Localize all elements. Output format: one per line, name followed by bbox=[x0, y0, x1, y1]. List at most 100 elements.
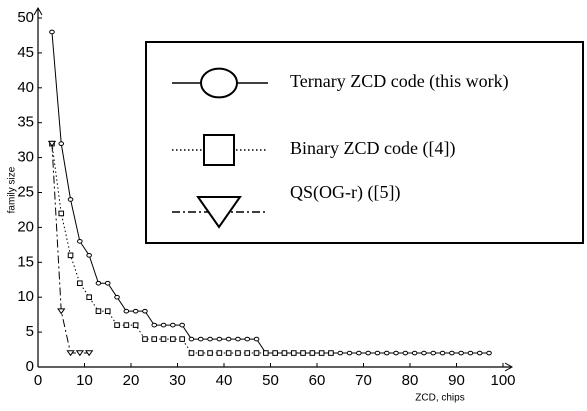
square-marker bbox=[272, 350, 278, 356]
triangle-marker bbox=[196, 196, 242, 229]
circle-marker bbox=[458, 350, 464, 356]
y-tick-label: 5 bbox=[26, 323, 34, 340]
circle-marker bbox=[160, 322, 167, 328]
circle-marker bbox=[170, 322, 176, 328]
circle-marker bbox=[225, 336, 232, 342]
y-tick-label: 30 bbox=[17, 149, 34, 166]
x-tick-label: 30 bbox=[169, 372, 186, 389]
square-marker bbox=[263, 350, 269, 356]
x-tick-label: 40 bbox=[216, 372, 233, 389]
y-tick-label: 20 bbox=[17, 218, 34, 235]
circle-marker bbox=[188, 336, 195, 342]
square-marker bbox=[290, 350, 297, 356]
y-tick-label: 0 bbox=[26, 358, 34, 375]
triangle-marker bbox=[84, 350, 94, 357]
y-axis-arrow bbox=[33, 6, 43, 16]
circle-marker bbox=[86, 252, 92, 258]
circle-marker bbox=[49, 29, 55, 35]
circle-marker bbox=[476, 350, 483, 356]
circle-marker bbox=[337, 350, 344, 356]
x-tick-label: 100 bbox=[490, 372, 515, 389]
y-tick-label: 15 bbox=[17, 253, 34, 270]
circle-marker bbox=[123, 308, 130, 314]
circle-marker bbox=[346, 350, 353, 356]
square-marker bbox=[188, 350, 195, 356]
square-marker bbox=[123, 322, 130, 328]
square-marker bbox=[104, 308, 111, 314]
circle-marker bbox=[356, 350, 362, 356]
x-tick-label: 10 bbox=[76, 372, 93, 389]
circle-marker bbox=[216, 336, 223, 342]
circle-marker bbox=[200, 67, 238, 99]
x-tick-label: 0 bbox=[34, 372, 42, 389]
square-marker bbox=[309, 350, 316, 356]
circle-marker bbox=[467, 350, 474, 356]
x-tick-label: 50 bbox=[262, 372, 279, 389]
circle-marker bbox=[235, 336, 241, 342]
circle-marker bbox=[244, 336, 251, 342]
y-tick-label: 45 bbox=[17, 44, 34, 61]
circle-marker bbox=[439, 350, 446, 356]
circle-marker bbox=[114, 294, 120, 300]
square-marker bbox=[244, 350, 251, 356]
circle-marker bbox=[393, 350, 399, 356]
circle-marker bbox=[207, 336, 213, 342]
legend-label: Ternary ZCD code (this work) bbox=[290, 71, 509, 92]
square-marker bbox=[203, 134, 235, 166]
circle-marker bbox=[77, 239, 83, 244]
x-tick-label: 60 bbox=[309, 372, 326, 389]
circle-marker bbox=[179, 322, 185, 328]
y-tick-label: 25 bbox=[17, 183, 34, 200]
circle-marker bbox=[253, 336, 260, 342]
square-marker bbox=[216, 350, 223, 356]
circle-marker bbox=[383, 350, 390, 356]
y-tick-label: 50 bbox=[17, 9, 34, 26]
square-marker bbox=[170, 336, 176, 342]
square-marker bbox=[142, 336, 148, 342]
square-marker bbox=[86, 294, 92, 300]
square-marker bbox=[318, 350, 325, 356]
series-line bbox=[51, 143, 90, 354]
x-tick-label: 90 bbox=[448, 372, 465, 389]
square-marker bbox=[328, 350, 334, 356]
square-marker bbox=[95, 308, 102, 314]
legend-label: QS(OG-r) ([5]) bbox=[290, 182, 400, 203]
square-marker bbox=[77, 280, 83, 287]
x-axis-arrow bbox=[504, 362, 514, 372]
circle-marker bbox=[411, 350, 418, 356]
circle-marker bbox=[58, 141, 65, 146]
y-tick-label: 35 bbox=[17, 114, 34, 131]
square-marker bbox=[253, 350, 260, 356]
square-marker bbox=[67, 252, 74, 259]
triangle-marker bbox=[47, 140, 57, 147]
triangle-marker bbox=[75, 350, 85, 357]
triangle-marker bbox=[66, 350, 75, 357]
circle-marker bbox=[402, 350, 409, 356]
square-marker bbox=[151, 336, 158, 342]
x-tick-label: 20 bbox=[123, 372, 140, 389]
circle-marker bbox=[421, 350, 427, 356]
triangle-marker bbox=[57, 308, 66, 315]
circle-marker bbox=[486, 350, 492, 356]
x-tick-label: 80 bbox=[402, 372, 419, 389]
square-marker bbox=[197, 350, 204, 356]
x-axis-label: ZCD, chips bbox=[415, 393, 464, 404]
square-marker bbox=[132, 322, 139, 328]
y-tick-label: 40 bbox=[17, 79, 34, 96]
circle-marker bbox=[151, 322, 158, 328]
circle-marker bbox=[95, 280, 102, 286]
square-marker bbox=[58, 210, 65, 217]
y-tick-label: 10 bbox=[17, 288, 34, 305]
square-marker bbox=[281, 350, 288, 356]
circle-marker bbox=[142, 308, 148, 314]
y-axis-label: family size bbox=[7, 166, 18, 213]
square-marker bbox=[160, 336, 167, 342]
x-tick-label: 70 bbox=[355, 372, 372, 389]
circle-marker bbox=[197, 336, 204, 342]
circle-marker bbox=[430, 350, 437, 356]
legend-label: Binary ZCD code ([4]) bbox=[290, 138, 455, 159]
circle-marker bbox=[132, 308, 139, 314]
circle-marker bbox=[365, 350, 371, 356]
circle-marker bbox=[449, 350, 455, 356]
